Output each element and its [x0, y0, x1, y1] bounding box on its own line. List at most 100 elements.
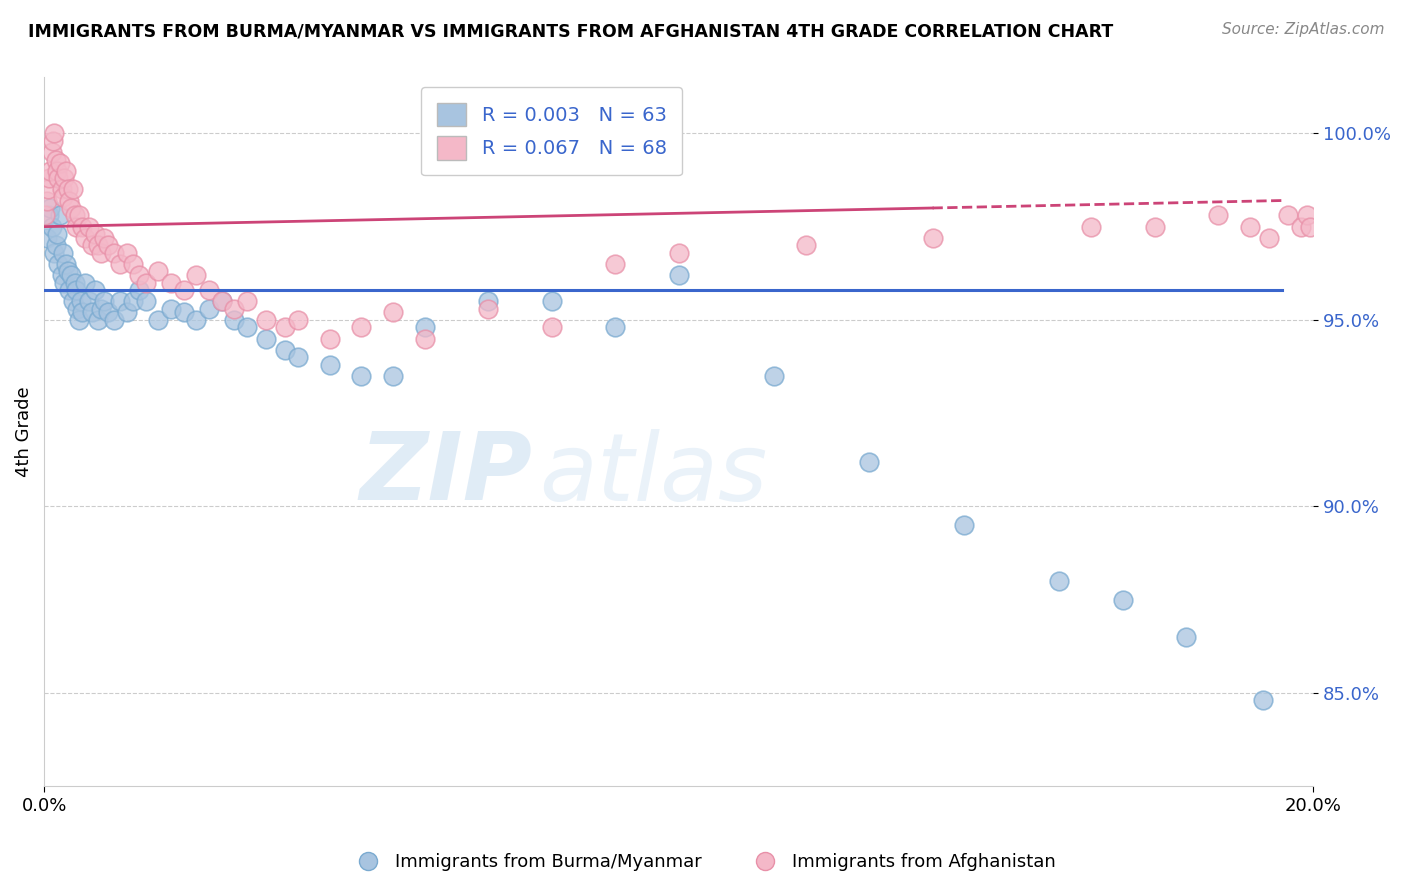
Point: [1175, 630, 1198, 644]
Point: [58, 194, 80, 208]
Point: [668, 245, 690, 260]
Point: [287, 313, 309, 327]
Point: [110, 294, 132, 309]
Point: [37, 182, 59, 196]
Point: [39, 201, 62, 215]
Point: [45, 227, 67, 241]
Point: [236, 320, 259, 334]
Text: Source: ZipAtlas.com: Source: ZipAtlas.com: [1222, 22, 1385, 37]
Point: [858, 455, 880, 469]
Point: [122, 257, 145, 271]
Point: [211, 294, 233, 309]
Point: [87, 313, 110, 327]
Point: [1143, 219, 1166, 234]
Point: [382, 305, 405, 319]
Point: [77, 219, 100, 234]
Point: [70, 305, 93, 319]
Point: [1289, 219, 1312, 234]
Point: [318, 332, 340, 346]
Point: [382, 368, 405, 383]
Point: [173, 283, 195, 297]
Point: [62, 294, 84, 309]
Point: [65, 219, 87, 234]
Point: [477, 294, 499, 309]
Point: [77, 294, 100, 309]
Y-axis label: 4th Grade: 4th Grade: [15, 386, 32, 477]
Point: [55, 257, 77, 271]
Point: [1257, 231, 1279, 245]
Point: [90, 245, 112, 260]
Point: [75, 231, 97, 245]
Point: [44, 153, 66, 167]
Point: [413, 320, 436, 334]
Point: [39, 163, 62, 178]
Point: [1277, 209, 1299, 223]
Point: [67, 313, 90, 327]
Point: [41, 145, 63, 159]
Point: [921, 231, 943, 245]
Point: [135, 276, 157, 290]
Point: [160, 276, 183, 290]
Point: [103, 313, 125, 327]
Point: [52, 245, 75, 260]
Point: [38, 209, 60, 223]
Point: [70, 219, 93, 234]
Point: [37, 231, 59, 245]
Point: [1049, 574, 1071, 588]
Point: [110, 257, 132, 271]
Point: [135, 294, 157, 309]
Point: [52, 190, 75, 204]
Point: [53, 171, 76, 186]
Point: [93, 231, 115, 245]
Legend: R = 0.003   N = 63, R = 0.067   N = 68: R = 0.003 N = 63, R = 0.067 N = 68: [422, 87, 682, 176]
Point: [1296, 209, 1319, 223]
Point: [66, 301, 89, 316]
Point: [1251, 693, 1274, 707]
Point: [34, 209, 56, 223]
Point: [186, 268, 208, 282]
Point: [953, 518, 976, 533]
Point: [1239, 219, 1261, 234]
Point: [63, 276, 86, 290]
Point: [97, 238, 120, 252]
Point: [62, 182, 84, 196]
Point: [350, 320, 373, 334]
Point: [274, 343, 297, 357]
Point: [49, 209, 72, 223]
Point: [148, 264, 170, 278]
Point: [80, 238, 103, 252]
Point: [38, 171, 60, 186]
Point: [122, 294, 145, 309]
Point: [115, 305, 138, 319]
Point: [75, 276, 97, 290]
Point: [58, 283, 80, 297]
Point: [540, 294, 562, 309]
Point: [65, 283, 87, 297]
Point: [762, 368, 785, 383]
Point: [80, 305, 103, 319]
Point: [63, 209, 86, 223]
Point: [70, 294, 93, 309]
Point: [35, 194, 58, 208]
Point: [198, 283, 221, 297]
Point: [477, 301, 499, 316]
Point: [58, 182, 80, 196]
Point: [605, 257, 627, 271]
Point: [274, 320, 297, 334]
Point: [605, 320, 627, 334]
Point: [42, 134, 65, 148]
Point: [90, 301, 112, 316]
Point: [236, 294, 259, 309]
Point: [128, 268, 150, 282]
Point: [103, 245, 125, 260]
Point: [45, 163, 67, 178]
Text: atlas: atlas: [538, 429, 768, 520]
Point: [413, 332, 436, 346]
Point: [49, 156, 72, 170]
Point: [115, 245, 138, 260]
Point: [44, 238, 66, 252]
Text: IMMIGRANTS FROM BURMA/MYANMAR VS IMMIGRANTS FROM AFGHANISTAN 4TH GRADE CORRELATI: IMMIGRANTS FROM BURMA/MYANMAR VS IMMIGRA…: [28, 22, 1114, 40]
Point: [53, 276, 76, 290]
Point: [83, 227, 105, 241]
Point: [160, 301, 183, 316]
